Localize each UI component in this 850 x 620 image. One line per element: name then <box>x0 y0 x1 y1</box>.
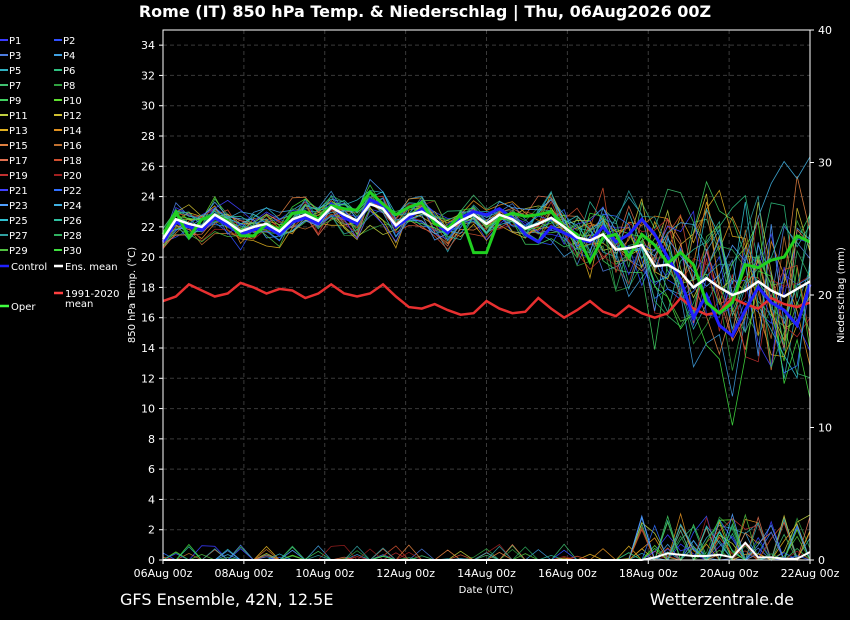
legend-label: mean <box>65 299 93 310</box>
legend-label: P4 <box>63 51 75 62</box>
y-tick-label: 32 <box>141 69 155 82</box>
legend-label: P3 <box>9 51 21 62</box>
legend-label: P8 <box>63 81 75 92</box>
legend-label: P20 <box>63 171 82 182</box>
y-tick-label: 16 <box>141 312 155 325</box>
footer-source: GFS Ensemble, 42N, 12.5E <box>120 590 333 609</box>
legend-label: P29 <box>9 246 28 257</box>
legend-label: P16 <box>63 141 82 152</box>
x-tick-label: 16Aug 00z <box>538 567 597 580</box>
legend-label: P11 <box>9 111 28 122</box>
legend-label: P30 <box>63 246 82 257</box>
series-line-mean <box>161 202 811 298</box>
y-tick-label: 0 <box>148 554 155 567</box>
y-tick-label: 12 <box>141 372 155 385</box>
legend-label: P2 <box>63 36 75 47</box>
legend-label: P28 <box>63 231 82 242</box>
legend-label: P6 <box>63 66 75 77</box>
y2-tick-label: 30 <box>818 157 832 170</box>
y2-axis-label: Niederschlag (mm) <box>836 247 847 343</box>
legend-label: P15 <box>9 141 28 152</box>
legend-label: P21 <box>9 186 28 197</box>
y2-tick-label: 0 <box>818 554 825 567</box>
y-tick-label: 18 <box>141 281 155 294</box>
x-axis-label: Date (UTC) <box>459 585 514 596</box>
y2-tick-label: 10 <box>818 422 832 435</box>
x-axis-ticks: 06Aug 00z 08Aug 00z 10Aug 00z 12Aug 00z 14Au… <box>134 560 840 580</box>
member-line <box>162 197 811 345</box>
y-tick-label: 14 <box>141 342 155 355</box>
legend-label: P22 <box>63 186 82 197</box>
legend-label: P23 <box>9 201 28 212</box>
y2-axis-ticks: 0 10 20 30 40 <box>810 24 832 567</box>
legend: P1 P2 P3 P4 P5 P6 P7 P8 P9 P10 P11 P12 P13 P14 P15 P16 P… <box>0 36 120 313</box>
x-tick-label: 22Aug 00z <box>781 567 840 580</box>
y-axis-label: 850 hPa Temp. (°C) <box>127 247 138 343</box>
x-tick-label: 12Aug 00z <box>376 567 435 580</box>
x-tick-label: 08Aug 00z <box>215 567 274 580</box>
legend-label: P17 <box>9 156 28 167</box>
member-line <box>162 193 811 342</box>
chart-title: Rome (IT) 850 hPa Temp. & Niederschlag |… <box>139 2 711 22</box>
legend-label: P25 <box>9 216 28 227</box>
legend-label: P27 <box>9 231 28 242</box>
legend-label: P24 <box>63 201 82 212</box>
series-line-control <box>161 197 812 339</box>
legend-label: P26 <box>63 216 82 227</box>
y-tick-label: 8 <box>148 433 155 446</box>
y-tick-label: 10 <box>141 403 155 416</box>
series-line-climate <box>162 281 811 320</box>
y-tick-label: 20 <box>141 251 155 264</box>
footer-brand: Wetterzentrale.de <box>650 590 794 609</box>
x-tick-label: 10Aug 00z <box>295 567 354 580</box>
legend-label: 1991-2020 <box>65 289 120 300</box>
legend-label: P18 <box>63 156 82 167</box>
y-tick-label: 6 <box>148 463 155 476</box>
y-tick-label: 28 <box>141 130 155 143</box>
x-tick-label: 18Aug 00z <box>619 567 678 580</box>
member-line <box>162 197 811 367</box>
y-tick-label: 4 <box>148 493 155 506</box>
legend-label: P10 <box>63 96 82 107</box>
legend-label: P9 <box>9 96 21 107</box>
legend-label: P1 <box>9 36 21 47</box>
legend-label: Oper <box>11 302 36 313</box>
y-tick-label: 26 <box>141 160 155 173</box>
member-line <box>162 184 811 426</box>
y2-tick-label: 20 <box>818 289 832 302</box>
y-tick-label: 30 <box>141 100 155 113</box>
legend-label: P5 <box>9 66 21 77</box>
y2-tick-label: 40 <box>818 24 832 37</box>
x-tick-label: 14Aug 00z <box>457 567 516 580</box>
legend-label: Ens. mean <box>65 262 118 273</box>
legend-label: Control <box>11 262 47 273</box>
x-tick-label: 06Aug 00z <box>134 567 193 580</box>
legend-label: P19 <box>9 171 28 182</box>
x-tick-label: 20Aug 00z <box>700 567 759 580</box>
legend-label: P14 <box>63 126 82 137</box>
legend-label: P12 <box>63 111 82 122</box>
y-tick-label: 2 <box>148 524 155 537</box>
member-line <box>162 189 811 358</box>
y-tick-label: 34 <box>141 39 155 52</box>
legend-label: P13 <box>9 126 28 137</box>
legend-label: P7 <box>9 81 21 92</box>
y-tick-label: 24 <box>141 191 155 204</box>
y-tick-label: 22 <box>141 221 155 234</box>
